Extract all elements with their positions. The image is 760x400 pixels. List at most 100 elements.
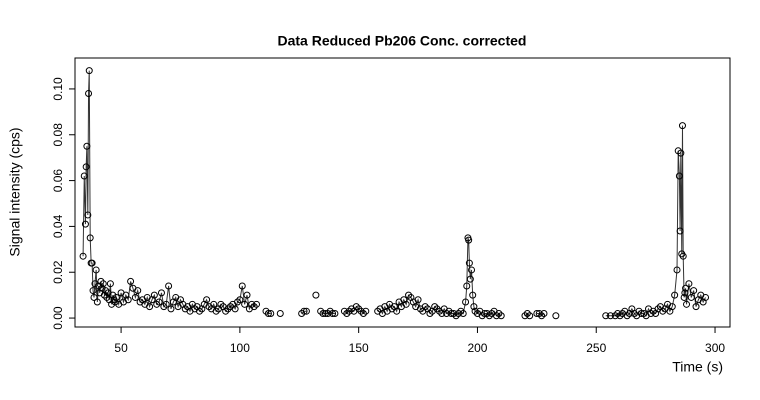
data-point xyxy=(222,307,230,315)
data-point xyxy=(103,293,111,301)
x-tick-label: 250 xyxy=(586,341,606,355)
data-point xyxy=(203,296,211,304)
y-tick-label: 0.08 xyxy=(51,123,65,147)
data-point xyxy=(210,300,218,308)
data-point xyxy=(343,309,351,317)
data-point xyxy=(468,266,476,274)
data-point xyxy=(690,287,698,295)
data-point xyxy=(300,307,308,315)
data-point xyxy=(234,298,242,306)
data-point xyxy=(153,300,161,308)
data-point xyxy=(675,172,683,180)
data-point xyxy=(679,252,687,260)
data-point xyxy=(238,282,246,290)
data-point xyxy=(469,291,477,299)
data-point xyxy=(85,67,93,75)
data-point xyxy=(431,303,439,311)
data-point xyxy=(329,309,337,317)
data-point xyxy=(606,312,614,320)
data-point xyxy=(702,293,710,301)
data-point xyxy=(157,289,165,297)
data-point xyxy=(676,227,684,235)
data-point xyxy=(685,280,693,288)
data-point xyxy=(81,220,89,228)
data-point xyxy=(241,300,249,308)
x-tick-label: 50 xyxy=(114,341,128,355)
data-point xyxy=(471,307,479,315)
y-tick-label: 0.00 xyxy=(51,306,65,330)
data-point xyxy=(165,282,173,290)
data-point xyxy=(97,277,105,285)
data-point xyxy=(80,172,88,180)
data-point xyxy=(243,291,251,299)
data-point xyxy=(224,305,232,313)
y-axis-label: Signal intensity (cps) xyxy=(7,127,23,256)
data-line xyxy=(536,312,545,317)
data-point xyxy=(131,293,139,301)
data-point xyxy=(83,142,91,150)
data-point xyxy=(100,291,108,299)
data-point xyxy=(355,305,363,313)
data-point xyxy=(340,307,348,315)
data-point xyxy=(535,309,543,317)
x-tick-label: 150 xyxy=(349,341,369,355)
data-point xyxy=(485,312,493,320)
y-tick-label: 0.04 xyxy=(51,214,65,238)
data-point xyxy=(82,163,90,171)
data-point xyxy=(124,296,132,304)
data-line xyxy=(377,237,502,317)
data-point xyxy=(671,291,679,299)
data-point xyxy=(109,291,117,299)
data-point xyxy=(98,284,106,292)
data-point xyxy=(680,293,688,301)
data-point xyxy=(668,303,676,311)
data-point xyxy=(421,303,429,311)
data-point xyxy=(362,307,370,315)
data-point xyxy=(106,280,114,288)
data-point xyxy=(552,312,560,320)
data-point xyxy=(443,309,451,317)
data-point xyxy=(112,293,120,301)
data-point xyxy=(470,303,478,311)
data-point xyxy=(352,303,360,311)
x-tick-label: 100 xyxy=(230,341,250,355)
data-point xyxy=(99,280,107,288)
data-point xyxy=(465,236,473,244)
data-point xyxy=(640,309,648,317)
data-point xyxy=(134,287,142,295)
data-point xyxy=(264,309,272,317)
data-point xyxy=(276,309,284,317)
x-tick-label: 300 xyxy=(705,341,725,355)
data-point xyxy=(614,309,622,317)
data-point xyxy=(465,259,473,267)
data-point xyxy=(497,312,505,320)
data-point xyxy=(526,312,534,320)
data-point xyxy=(433,305,441,313)
y-tick-label: 0.06 xyxy=(51,169,65,193)
data-point xyxy=(93,298,101,306)
data-point xyxy=(319,309,327,317)
data-point xyxy=(463,282,471,290)
data-point xyxy=(405,291,413,299)
data-point xyxy=(611,312,619,320)
data-point xyxy=(454,309,462,317)
data-point xyxy=(602,312,610,320)
data-point xyxy=(250,303,258,311)
data-point xyxy=(324,309,332,317)
data-point xyxy=(495,309,503,317)
data-point xyxy=(457,307,465,315)
data-point xyxy=(231,305,239,313)
data-point xyxy=(616,312,624,320)
data-point xyxy=(217,300,225,308)
data-point xyxy=(647,309,655,317)
data-point xyxy=(523,309,531,317)
data-point xyxy=(312,291,320,299)
data-point xyxy=(538,312,546,320)
data-point xyxy=(459,309,467,317)
data-point xyxy=(452,312,460,320)
data-point xyxy=(102,287,110,295)
data-point xyxy=(167,305,175,313)
data-point xyxy=(692,303,700,311)
data-point xyxy=(127,277,135,285)
